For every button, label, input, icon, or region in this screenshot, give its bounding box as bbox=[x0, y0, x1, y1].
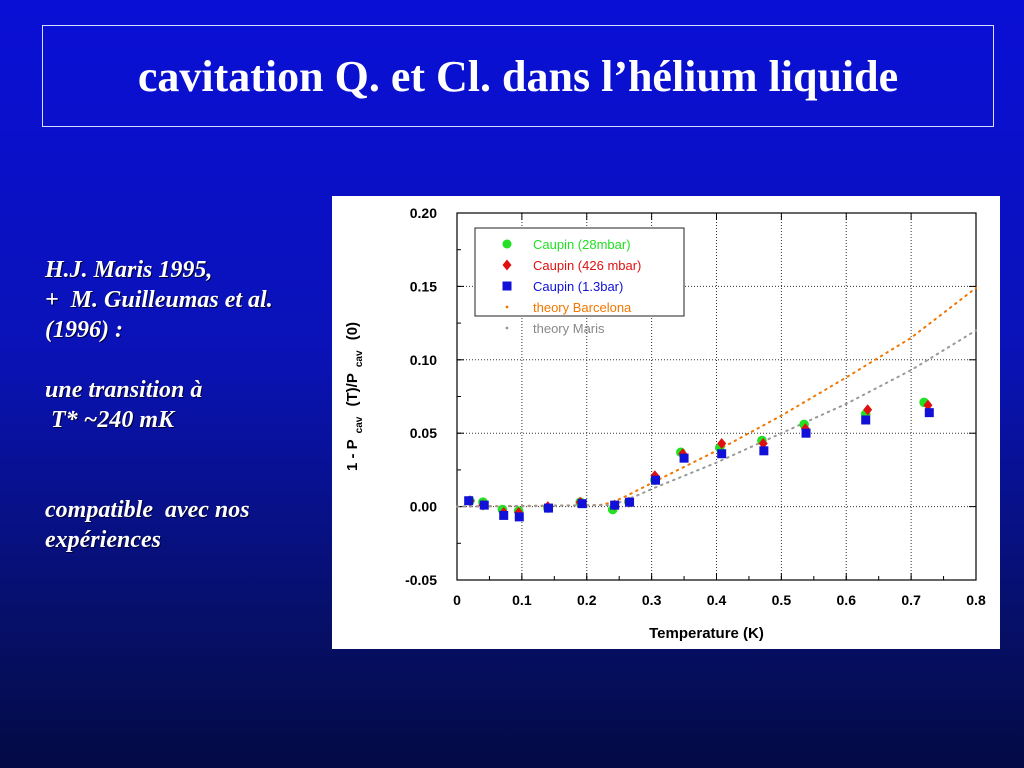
legend: Caupin (28mbar) Caupin (426 mbar) Caupin (… bbox=[474, 227, 685, 336]
note-line bbox=[45, 345, 335, 375]
data-point-series-2 bbox=[577, 499, 587, 509]
note-line: (1996) : bbox=[45, 317, 123, 343]
legend-label: theory Maris bbox=[533, 321, 605, 336]
y-axis-label-subscript: cav bbox=[354, 416, 365, 433]
grid-layer bbox=[457, 213, 976, 580]
legend-label: Caupin (1.3bar) bbox=[533, 279, 623, 294]
series-line-3 bbox=[456, 286, 977, 508]
series-line-4 bbox=[456, 329, 977, 508]
x-tick-label: 0.4 bbox=[707, 592, 727, 608]
note-line: H.J. Maris 1995, bbox=[45, 257, 213, 283]
note-line bbox=[45, 465, 335, 495]
data-point-series-2 bbox=[651, 475, 661, 485]
data-point-series-2 bbox=[861, 415, 871, 425]
legend-label: theory Barcelona bbox=[533, 300, 632, 315]
data-point-series-1 bbox=[758, 437, 768, 449]
x-tick-label: 0.2 bbox=[577, 592, 597, 608]
data-point-series-2 bbox=[717, 449, 727, 459]
legend-marker bbox=[502, 259, 512, 271]
data-point-series-2 bbox=[514, 512, 524, 522]
note-line: une transition à bbox=[45, 377, 203, 403]
y-axis-label-subscript: cav bbox=[354, 350, 365, 367]
legend-marker bbox=[502, 281, 512, 291]
x-tick-label: 0.7 bbox=[901, 592, 921, 608]
y-axis-label: 1 - P cav (T)/P cav (0) bbox=[344, 322, 365, 471]
data-point-series-2 bbox=[464, 496, 474, 506]
note-line bbox=[45, 435, 335, 465]
legend-label: Caupin (28mbar) bbox=[533, 237, 631, 252]
y-tick-label: 0.05 bbox=[410, 425, 437, 441]
x-axis-label: Temperature (K) bbox=[649, 625, 764, 642]
data-point-series-2 bbox=[679, 453, 689, 463]
y-tick-label: 0.10 bbox=[410, 352, 437, 368]
x-tick-label: 0.1 bbox=[512, 592, 532, 608]
x-tick-label: 0.3 bbox=[642, 592, 662, 608]
data-point-series-1 bbox=[863, 404, 873, 416]
y-axis-label-part: (T)/P bbox=[344, 373, 361, 411]
y-tick-label: 0.20 bbox=[410, 205, 437, 221]
title-frame: cavitation Q. et Cl. dans l’hélium liqui… bbox=[42, 25, 994, 127]
legend-marker bbox=[505, 326, 509, 330]
y-axis-label-part: (0) bbox=[344, 322, 361, 345]
series-layer bbox=[456, 286, 977, 522]
slide-title: cavitation Q. et Cl. dans l’hélium liqui… bbox=[137, 51, 899, 101]
x-tick-label: 0 bbox=[453, 592, 461, 608]
legend-label: Caupin (426 mbar) bbox=[533, 258, 641, 273]
note-line: compatible avec nos bbox=[45, 497, 250, 523]
data-point-series-2 bbox=[924, 408, 934, 418]
x-tick-label: 0.6 bbox=[837, 592, 857, 608]
data-point-series-1 bbox=[923, 399, 933, 411]
y-axis-label-part: 1 - P bbox=[344, 439, 361, 471]
y-tick-label: 0.00 bbox=[410, 499, 437, 515]
x-tick-label: 0.5 bbox=[772, 592, 792, 608]
y-tick-label: -0.05 bbox=[405, 572, 437, 588]
scatter-chart: 0 0.1 0.2 0.3 0.4 0.5 0.6 0.7 0.8 -0.05 0.00 0.05 0.… bbox=[344, 205, 986, 642]
slide-notes: H.J. Maris 1995, + M. Guilleumas et al. … bbox=[45, 255, 335, 555]
note-line: T* ~240 mK bbox=[45, 407, 175, 433]
data-point-series-1 bbox=[717, 437, 727, 449]
note-line: expériences bbox=[45, 527, 161, 553]
note-line: + M. Guilleumas et al. bbox=[45, 287, 273, 313]
x-tick-label: 0.8 bbox=[966, 592, 986, 608]
legend-marker bbox=[502, 239, 512, 249]
data-point-series-2 bbox=[479, 500, 489, 510]
data-point-series-2 bbox=[499, 510, 509, 520]
data-point-series-2 bbox=[610, 500, 620, 510]
chart-panel: 0 0.1 0.2 0.3 0.4 0.5 0.6 0.7 0.8 -0.05 0.00 0.05 0.… bbox=[332, 196, 1000, 649]
data-point-series-2 bbox=[759, 446, 769, 456]
data-point-series-2 bbox=[625, 497, 635, 507]
y-tick-label: 0.15 bbox=[410, 278, 437, 294]
data-point-series-2 bbox=[801, 428, 811, 438]
legend-marker bbox=[505, 305, 509, 309]
data-point-series-2 bbox=[543, 503, 553, 513]
axis-layer: 0 0.1 0.2 0.3 0.4 0.5 0.6 0.7 0.8 -0.05 0.00 0.05 0.… bbox=[344, 205, 986, 642]
